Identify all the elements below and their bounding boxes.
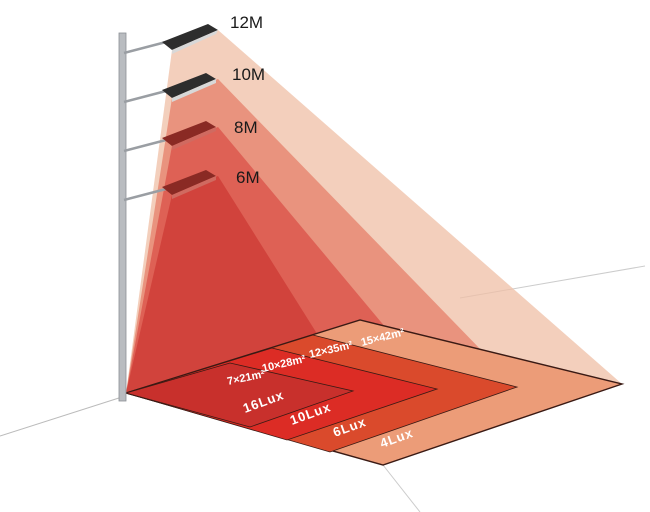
light-cone-6M bbox=[126, 176, 353, 393]
lamp-arm bbox=[123, 89, 167, 104]
lamp-lens bbox=[172, 30, 218, 54]
lamp-lens bbox=[172, 176, 216, 199]
lamp-lens bbox=[172, 79, 216, 102]
lamp-arm bbox=[123, 40, 167, 55]
floor-area-16Lux bbox=[124, 362, 355, 428]
mount-height-label: 8M bbox=[234, 118, 258, 137]
ground-line-left bbox=[0, 396, 123, 437]
lamp-lens bbox=[172, 127, 216, 150]
pole bbox=[118, 32, 127, 402]
lamp-head-icon bbox=[162, 170, 216, 195]
mount-height-label: 10M bbox=[232, 65, 265, 84]
mount-height-label: 12M bbox=[230, 13, 263, 32]
lamp-head-icon bbox=[162, 24, 218, 50]
lamp-head-icon bbox=[162, 73, 216, 98]
ground-line-front bbox=[382, 464, 421, 512]
lamp-head-icon bbox=[162, 121, 216, 146]
lamp-arm bbox=[123, 187, 167, 202]
lamp-arm bbox=[123, 138, 167, 153]
mount-height-label: 6M bbox=[236, 168, 260, 187]
